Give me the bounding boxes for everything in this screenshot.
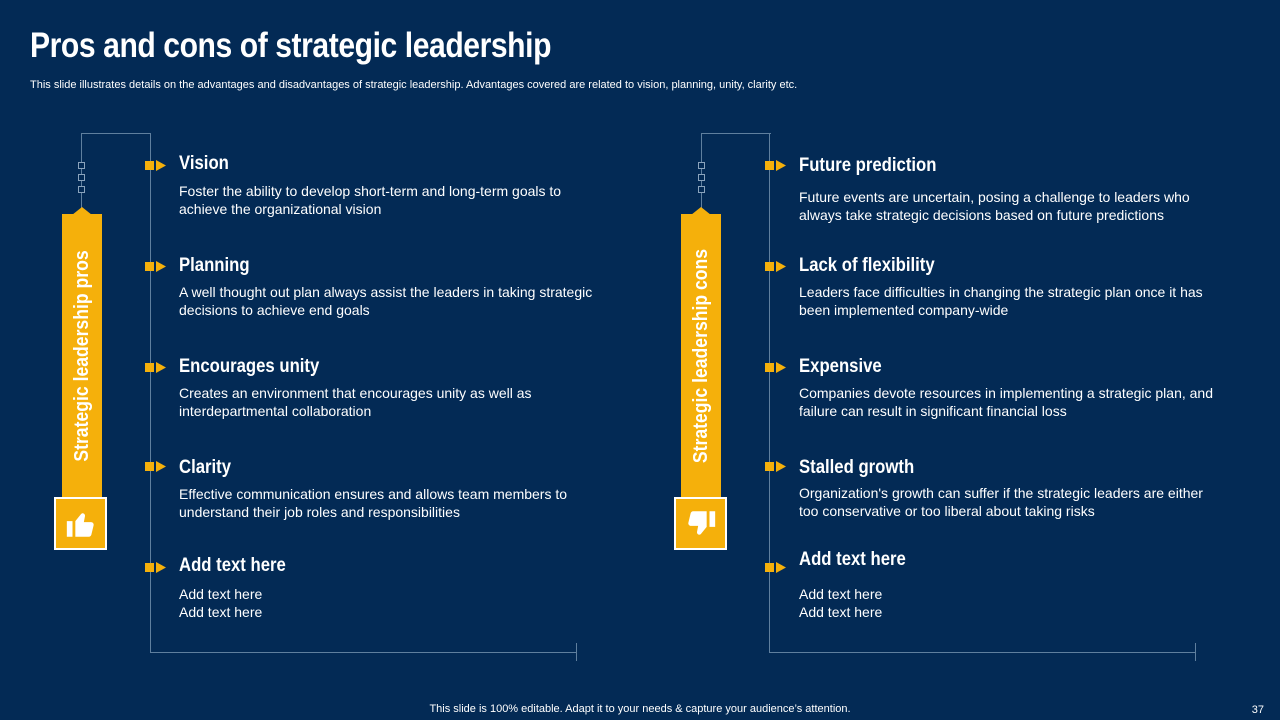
pros-item-title: Planning xyxy=(179,255,250,276)
pros-item-title: Add text here xyxy=(179,555,286,576)
cons-item-text: Companies devote resources in implementi… xyxy=(799,385,1214,419)
arrow-marker-icon xyxy=(765,461,786,472)
pros-item-title: Vision xyxy=(179,153,229,174)
cons-bar-tip xyxy=(691,207,711,215)
pros-item-text: A well thought out plan always assist th… xyxy=(179,284,593,318)
pros-timeline-vertical xyxy=(150,133,151,653)
arrow-marker-icon xyxy=(145,160,166,171)
pros-bar-label: Strategic leadership pros xyxy=(71,250,93,462)
arrow-marker-icon xyxy=(765,160,786,171)
pros-item-text: Effective communication ensures and allo… xyxy=(179,486,568,520)
cons-timeline-end-tick xyxy=(1195,643,1196,661)
pros-bar-tip xyxy=(72,207,92,215)
arrow-marker-icon xyxy=(145,562,166,573)
page-number: 37 xyxy=(1251,704,1264,716)
cons-item-title: Future prediction xyxy=(799,155,937,176)
cons-timeline-vertical xyxy=(769,133,770,653)
pros-bar xyxy=(62,214,102,500)
pros-timeline-bottom xyxy=(150,652,577,653)
thumbs-down-icon xyxy=(687,510,715,535)
pros-item-text: Add text here Add text here xyxy=(179,586,263,620)
pros-icon-box xyxy=(54,497,107,550)
cons-item-text: Organization's growth can suffer if the … xyxy=(799,485,1203,519)
cons-connector-stem xyxy=(701,133,702,208)
pros-item-text: Creates an environment that encourages u… xyxy=(179,385,532,419)
cons-connector-top xyxy=(701,133,771,134)
pros-chain-square xyxy=(78,174,85,181)
pros-timeline-end-tick xyxy=(576,643,577,661)
pros-item-title: Encourages unity xyxy=(179,356,320,377)
cons-timeline-bottom xyxy=(769,652,1196,653)
arrow-marker-icon xyxy=(765,362,786,373)
cons-item-text: Future events are uncertain, posing a ch… xyxy=(799,189,1190,223)
cons-item-title: Expensive xyxy=(799,356,882,377)
arrow-marker-icon xyxy=(765,562,786,573)
arrow-marker-icon xyxy=(145,461,166,472)
pros-connector-stem xyxy=(81,133,82,208)
cons-bar-label: Strategic leadership cons xyxy=(690,248,712,464)
pros-connector-top xyxy=(81,133,151,134)
pros-chain-square xyxy=(78,162,85,169)
cons-bar xyxy=(681,214,721,500)
arrow-marker-icon xyxy=(765,261,786,272)
cons-icon-box xyxy=(674,497,727,550)
pros-chain-square xyxy=(78,186,85,193)
cons-chain-square xyxy=(698,174,705,181)
arrow-marker-icon xyxy=(145,362,166,373)
cons-item-text: Leaders face difficulties in changing th… xyxy=(799,284,1203,318)
slide-title: Pros and cons of strategic leadership xyxy=(30,26,552,65)
arrow-marker-icon xyxy=(145,261,166,272)
thumbs-up-icon xyxy=(66,512,94,537)
cons-item-text: Add text here Add text here xyxy=(799,586,883,620)
cons-item-title: Add text here xyxy=(799,549,906,570)
slide-footer: This slide is 100% editable. Adapt it to… xyxy=(429,703,851,715)
cons-item-title: Lack of flexibility xyxy=(799,255,935,276)
slide-subtitle: This slide illustrates details on the ad… xyxy=(30,79,798,91)
pros-item-text: Foster the ability to develop short-term… xyxy=(179,183,562,217)
cons-chain-square xyxy=(698,186,705,193)
cons-item-title: Stalled growth xyxy=(799,457,915,478)
cons-chain-square xyxy=(698,162,705,169)
pros-item-title: Clarity xyxy=(179,457,232,478)
